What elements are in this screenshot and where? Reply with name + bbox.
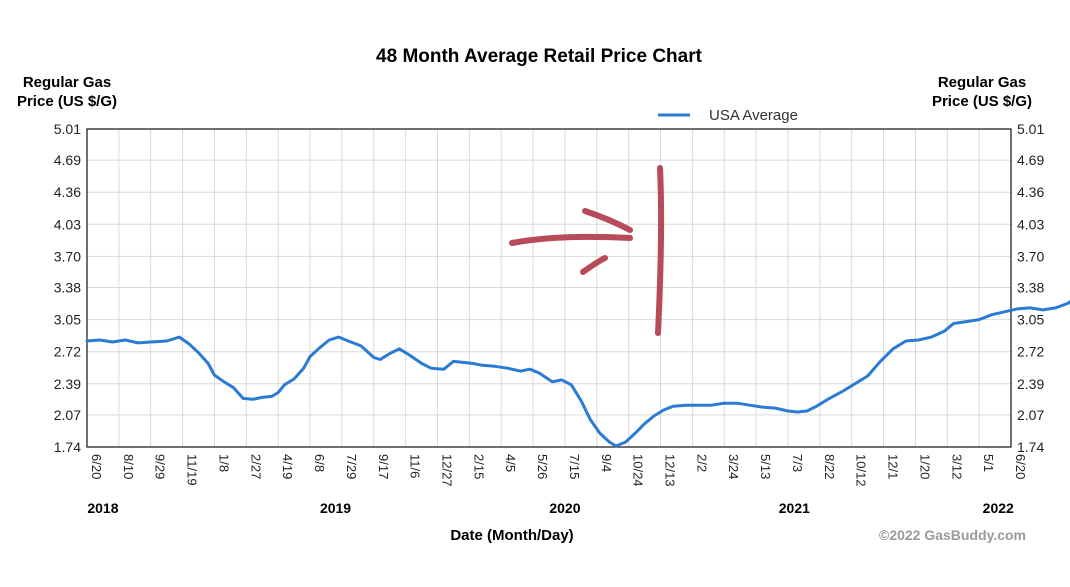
annotation-vertical-line [655,165,665,336]
y-tick-label-left: 3.05 [54,312,81,328]
year-label: 2020 [549,500,580,516]
year-label: 2021 [779,500,810,516]
x-tick-label: 9/4 [599,454,614,472]
y-tick-label-left: 2.39 [54,376,81,392]
y-tick-label-right: 3.70 [1017,248,1044,264]
series-line-usa-average [85,299,1070,448]
x-tick-label: 8/10 [121,454,136,479]
x-tick-label: 7/3 [790,454,805,472]
x-tick-label: 1/8 [216,454,231,472]
x-tick-label: 2/2 [694,454,709,472]
x-tick-label: 10/24 [631,454,646,487]
y-tick-label-left: 4.03 [54,216,81,232]
y-tick-label-right: 1.74 [1017,439,1044,455]
y-tick-label-right: 3.05 [1017,312,1044,328]
y-tick-label-left: 4.36 [54,184,81,200]
credit-text: ©2022 GasBuddy.com [879,527,1026,543]
x-tick-label: 3/12 [949,454,964,479]
x-tick-label: 11/19 [185,454,200,486]
legend-label: USA Average [709,107,798,124]
y-tick-label-right: 2.07 [1017,407,1044,423]
year-label: 2022 [983,500,1014,516]
x-tick-label: 10/12 [854,454,869,487]
x-tick-label: 6/8 [312,454,327,472]
x-tick-label: 2/27 [248,454,263,479]
annotation-arrow-shaft [509,233,633,246]
x-tick-label: 12/27 [439,454,454,487]
y-axis-title-left-line2: Price (US $/G) [17,93,117,110]
x-tick-label: 9/17 [376,454,391,479]
x-tick-label: 6/20 [1013,454,1028,479]
y-tick-label-right: 2.39 [1017,376,1044,392]
hand-drawn-annotation [509,165,665,336]
x-tick-label: 12/1 [886,454,901,479]
y-tick-label-left: 1.74 [54,439,81,455]
y-tick-label-left: 3.38 [54,280,81,296]
chart-title: 48 Month Average Retail Price Chart [376,46,703,67]
x-tick-label: 7/29 [344,454,359,479]
x-axis-ticks: 6/20 8/10 9/29 11/19 1/8 2/27 4/19 6/8 7/29 9/17 1… [89,454,1028,487]
y-axis-title-left-line1: Regular Gas [23,74,111,91]
y-tick-label-left: 3.70 [54,248,81,264]
x-tick-label: 4/19 [280,454,295,479]
legend: USA Average [658,107,798,124]
y-axis-title-right-line1: Regular Gas [938,74,1026,91]
year-label: 2018 [87,500,118,516]
x-tick-label: 3/24 [726,454,741,479]
x-tick-label: 5/26 [535,454,550,479]
year-label: 2019 [320,500,351,516]
x-tick-label: 12/13 [663,454,678,487]
plot-area-border [86,128,1012,448]
x-tick-label: 5/1 [981,454,996,472]
x-axis-title: Date (Month/Day) [450,527,573,544]
x-tick-label: 5/13 [758,454,773,479]
x-tick-label: 9/29 [153,454,168,479]
x-tick-label: 4/5 [503,454,518,472]
y-tick-label-left: 5.01 [54,121,81,137]
x-tick-label: 6/20 [89,454,104,479]
annotation-arrow-head-lower [580,255,608,275]
y-tick-label-right: 3.38 [1017,280,1044,296]
y-axis-title-right-line2: Price (US $/G) [932,93,1032,110]
x-tick-label: 7/15 [567,454,582,479]
y-tick-label-left: 4.69 [54,152,81,168]
y-tick-label-left: 2.07 [54,407,81,423]
y-tick-label-right: 4.36 [1017,184,1044,200]
x-tick-label: 2/15 [471,454,486,479]
x-tick-label: 1/20 [917,454,932,479]
year-labels: 2018 2019 2020 2021 2022 [87,500,1014,516]
y-axis-left-ticks: 5.01 4.69 4.36 4.03 3.70 3.38 3.05 2.72 2.39 2.07… [54,121,81,455]
annotation-arrow-head-upper [582,208,633,233]
x-tick-label: 8/22 [822,454,837,479]
y-axis-right-ticks: 5.01 4.69 4.36 4.03 3.70 3.38 3.05 2.72 2.39 2.07… [1017,121,1044,455]
y-tick-label-right: 4.69 [1017,152,1044,168]
grid-lines [87,129,1011,447]
x-tick-label: 11/6 [408,454,423,478]
y-tick-label-left: 2.72 [54,344,81,360]
y-tick-label-right: 5.01 [1017,121,1044,137]
y-tick-label-right: 2.72 [1017,344,1044,360]
y-tick-label-right: 4.03 [1017,216,1044,232]
